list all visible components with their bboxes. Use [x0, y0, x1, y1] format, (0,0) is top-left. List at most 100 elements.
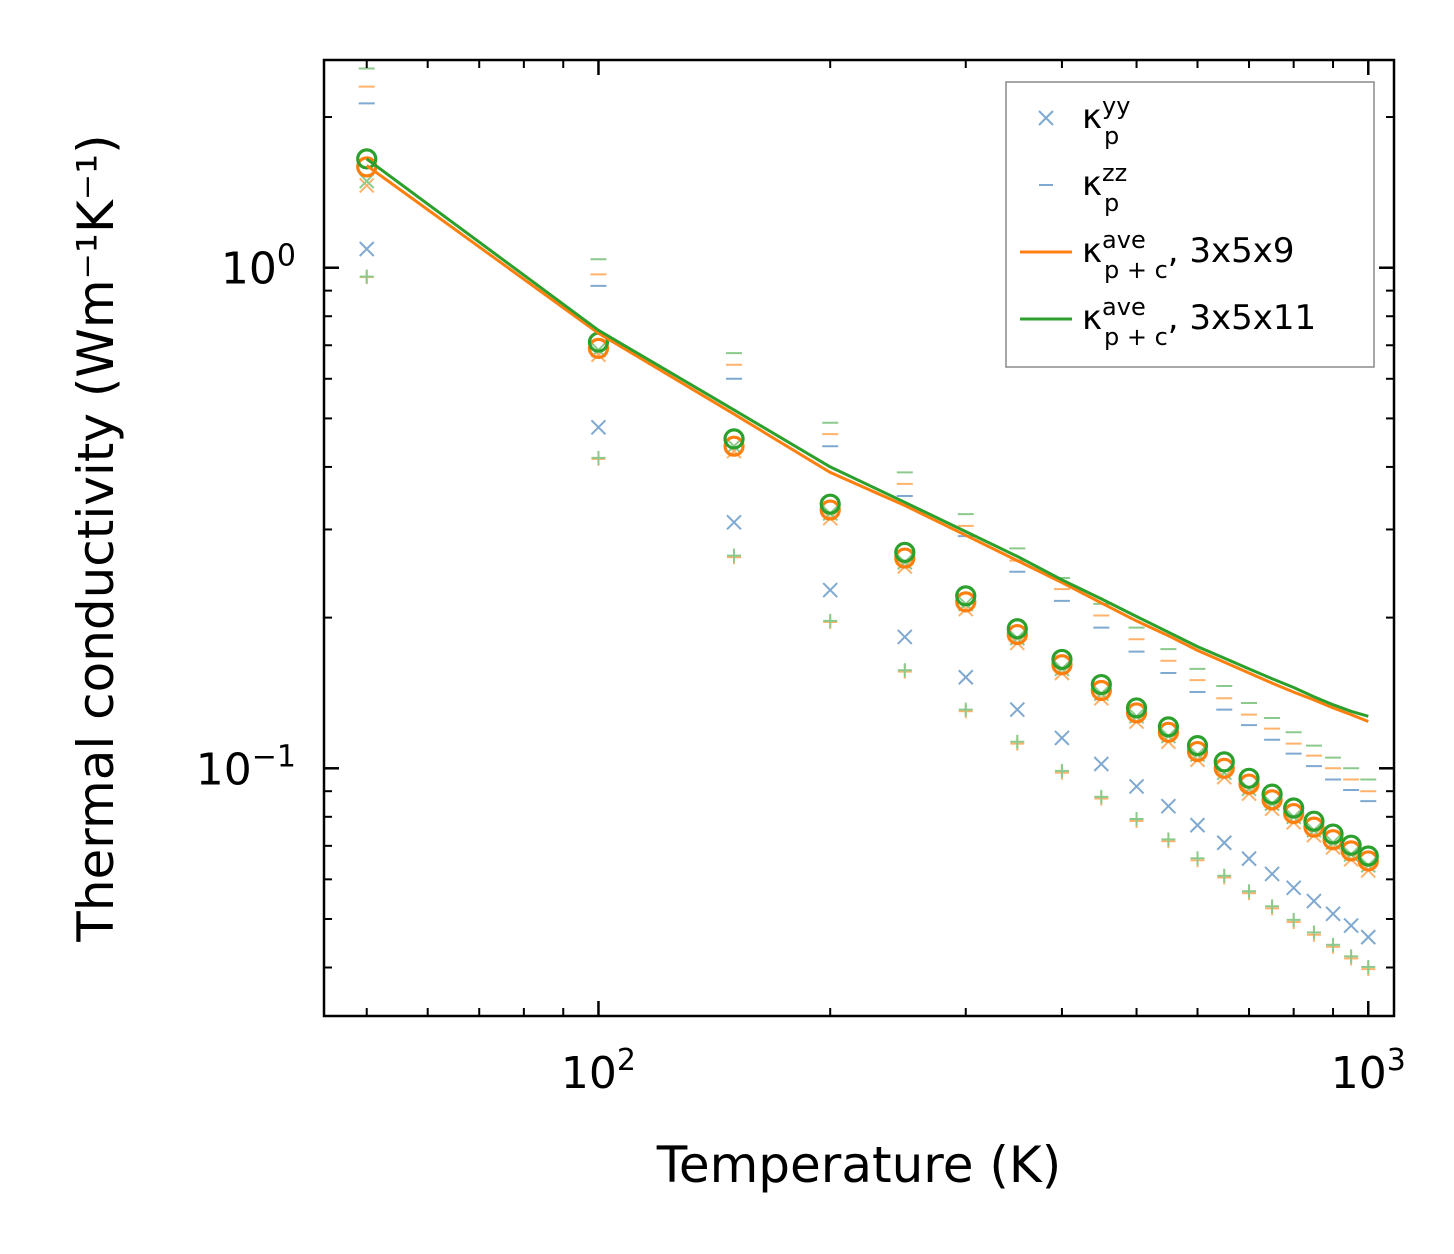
circle-marker	[1213, 751, 1235, 773]
circle-marker	[723, 428, 745, 450]
legend-subscript: p	[1104, 122, 1119, 150]
y-tick-label: 10−1	[196, 739, 296, 795]
circle-marker	[1238, 773, 1260, 795]
x-marker	[726, 514, 742, 531]
data-marks	[356, 67, 1379, 977]
circle-marker	[1006, 623, 1028, 646]
x-marker	[1054, 730, 1070, 746]
legend-suffix: , 3x5x9	[1168, 231, 1295, 271]
x-tick-base: 10	[561, 1048, 617, 1099]
x-axis-title: Temperature (K)	[656, 1136, 1061, 1194]
x-marker-stroke	[822, 582, 838, 598]
legend-label: κzz p	[1082, 159, 1127, 217]
x-marker	[1009, 701, 1026, 718]
circle-marker	[894, 547, 916, 569]
legend-superscript: ave	[1102, 293, 1146, 321]
x-marker	[1264, 866, 1280, 882]
x-marker-stroke	[1216, 835, 1232, 851]
legend-subscript: p	[1104, 189, 1119, 217]
circle-marker	[1357, 845, 1379, 867]
plus-marker	[1286, 912, 1301, 927]
series-line	[365, 164, 1369, 723]
x-marker-stroke	[1325, 906, 1341, 922]
circle-marker	[1186, 740, 1209, 763]
plot-frame	[322, 58, 1396, 1018]
circle-marker	[587, 337, 610, 359]
circle-marker	[1322, 823, 1344, 845]
x-marker-stroke	[897, 629, 913, 645]
x-marker	[1325, 906, 1341, 922]
x-marker-stroke	[359, 241, 375, 257]
x-marker	[359, 241, 375, 257]
circle-marker	[955, 591, 977, 613]
circle-marker	[356, 148, 378, 170]
circle-marker	[1090, 673, 1112, 696]
x-marker-stroke	[1285, 880, 1302, 896]
circle-marker	[1261, 783, 1283, 805]
x-marker	[1343, 917, 1359, 934]
circle-marker	[1238, 767, 1260, 789]
x-marker-stroke	[1009, 701, 1026, 718]
x-marker	[1306, 893, 1322, 909]
circle-marker	[1322, 829, 1344, 851]
x-marker	[1241, 850, 1257, 867]
legend-label: κyy p	[1082, 92, 1130, 150]
plus-marker	[1361, 959, 1376, 974]
x-marker-stroke	[1241, 850, 1257, 867]
x-marker	[359, 177, 375, 194]
plus-marker	[727, 548, 742, 563]
x-marker	[726, 438, 742, 454]
x-marker-stroke	[1160, 798, 1177, 814]
plus-marker	[897, 663, 912, 678]
circle-marker	[1261, 789, 1283, 811]
circle-marker	[1303, 810, 1325, 832]
y-axis-title: Thermal conductivity (Wm⁻¹K⁻¹)	[67, 134, 125, 942]
circle-marker	[1283, 797, 1305, 819]
plus-marker	[958, 702, 973, 717]
x-marker	[897, 629, 913, 645]
plus-marker	[1242, 884, 1257, 899]
circle-marker	[1006, 618, 1028, 640]
circle-marker	[955, 585, 977, 607]
x-marker-stroke	[1189, 817, 1206, 833]
legend-subscript: p + c	[1104, 256, 1168, 284]
x-marker-stroke	[1093, 756, 1110, 772]
circle-marker	[1340, 834, 1362, 856]
legend-symbol: κ	[1082, 97, 1102, 137]
legend-entry: κave p + c, 3x5x9	[1020, 226, 1295, 284]
plus-marker	[1094, 789, 1109, 804]
circle-marker	[723, 435, 745, 457]
x-marker	[1285, 880, 1302, 896]
legend-entry: κzz p	[1039, 159, 1127, 217]
x-marker	[1128, 778, 1145, 795]
x-marker-stroke	[726, 514, 742, 531]
plus-marker	[1129, 811, 1144, 826]
x-marker	[1360, 929, 1376, 945]
x-marker	[1093, 756, 1110, 772]
circle-marker	[1186, 735, 1209, 757]
legend-symbol: κ	[1082, 164, 1102, 204]
circle-marker	[1125, 697, 1148, 719]
plus-marker	[1326, 937, 1341, 952]
x-tick-exponent: 2	[617, 1043, 636, 1078]
plus-marker	[591, 450, 606, 465]
x-tick-exponent: 3	[1387, 1043, 1406, 1078]
x-marker	[1216, 835, 1232, 851]
legend-symbol: κ	[1082, 298, 1102, 338]
x-marker-stroke	[958, 669, 974, 685]
legend-superscript: zz	[1102, 159, 1127, 187]
plus-marker	[1217, 868, 1232, 883]
x-marker	[1189, 817, 1206, 833]
x-marker	[822, 582, 838, 598]
plus-marker	[1190, 851, 1205, 866]
circle-marker	[1090, 679, 1112, 702]
x-marker-stroke	[590, 419, 607, 435]
series-line	[365, 157, 1369, 718]
legend-label: κave p + c, 3x5x11	[1082, 293, 1316, 351]
circle-marker	[1051, 648, 1073, 671]
x-marker-stroke	[1128, 778, 1145, 795]
y-tick-label: 100	[221, 239, 296, 295]
legend-suffix: , 3x5x11	[1168, 298, 1316, 338]
plus-marker	[1161, 832, 1176, 847]
plus-marker	[1054, 763, 1069, 778]
